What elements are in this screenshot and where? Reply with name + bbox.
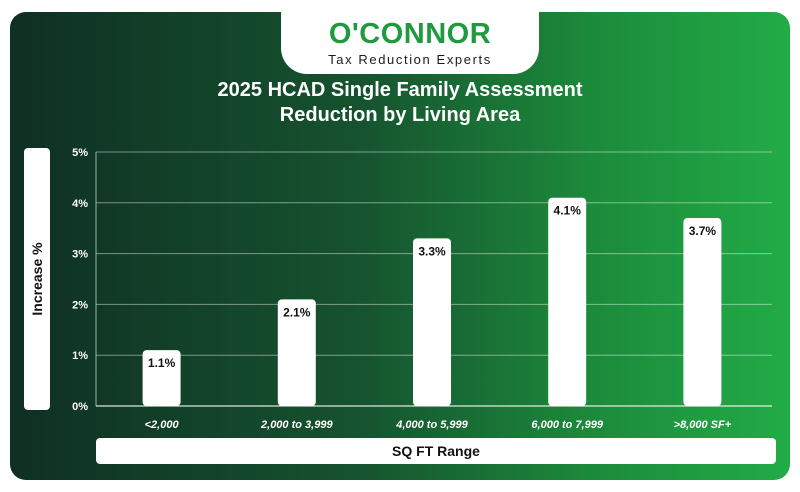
chart-title-line1: 2025 HCAD Single Family Assessment (217, 79, 583, 101)
logo-tagline: Tax Reduction Experts (328, 51, 492, 67)
y-tick-label: 1% (72, 350, 88, 362)
x-axis-label-box (96, 438, 776, 464)
y-tick-label: 2% (72, 299, 88, 311)
chart-title: 2025 HCAD Single Family Assessment Reduc… (0, 78, 800, 128)
y-axis-label-box (24, 148, 50, 410)
x-tick-label: 6,000 to 7,999 (531, 419, 603, 431)
x-tick-label: 4,000 to 5,999 (395, 419, 468, 431)
bar (413, 238, 451, 406)
logo-badge: O'CONNOR Tax Reduction Experts (281, 12, 539, 74)
bar-data-label: 2.1% (283, 305, 311, 319)
x-tick-label: >8,000 SF+ (674, 419, 732, 431)
chart-title-line2: Reduction by Living Area (279, 104, 521, 126)
chart-card: O'CONNOR Tax Reduction Experts (10, 12, 790, 480)
logo-wordmark: O'CONNOR (328, 17, 492, 50)
bar-data-label: 3.3% (418, 244, 446, 258)
x-tick-label: <2,000 (145, 419, 180, 431)
x-axis-label: SQ FT Range (392, 443, 480, 459)
y-tick-label: 3% (72, 249, 88, 261)
bar-data-label: 3.7% (689, 224, 717, 238)
bar (548, 197, 587, 406)
y-tick-label: 0% (72, 401, 88, 413)
bar (142, 350, 181, 406)
bar-data-label: 4.1% (554, 204, 582, 218)
bar (683, 218, 722, 406)
x-tick-label: 2,000 to 3,999 (260, 419, 333, 431)
y-tick-label: 4% (72, 198, 88, 210)
y-tick-label: 5% (72, 147, 88, 159)
bar (277, 299, 316, 406)
bar-data-label: 1.1% (148, 356, 176, 370)
